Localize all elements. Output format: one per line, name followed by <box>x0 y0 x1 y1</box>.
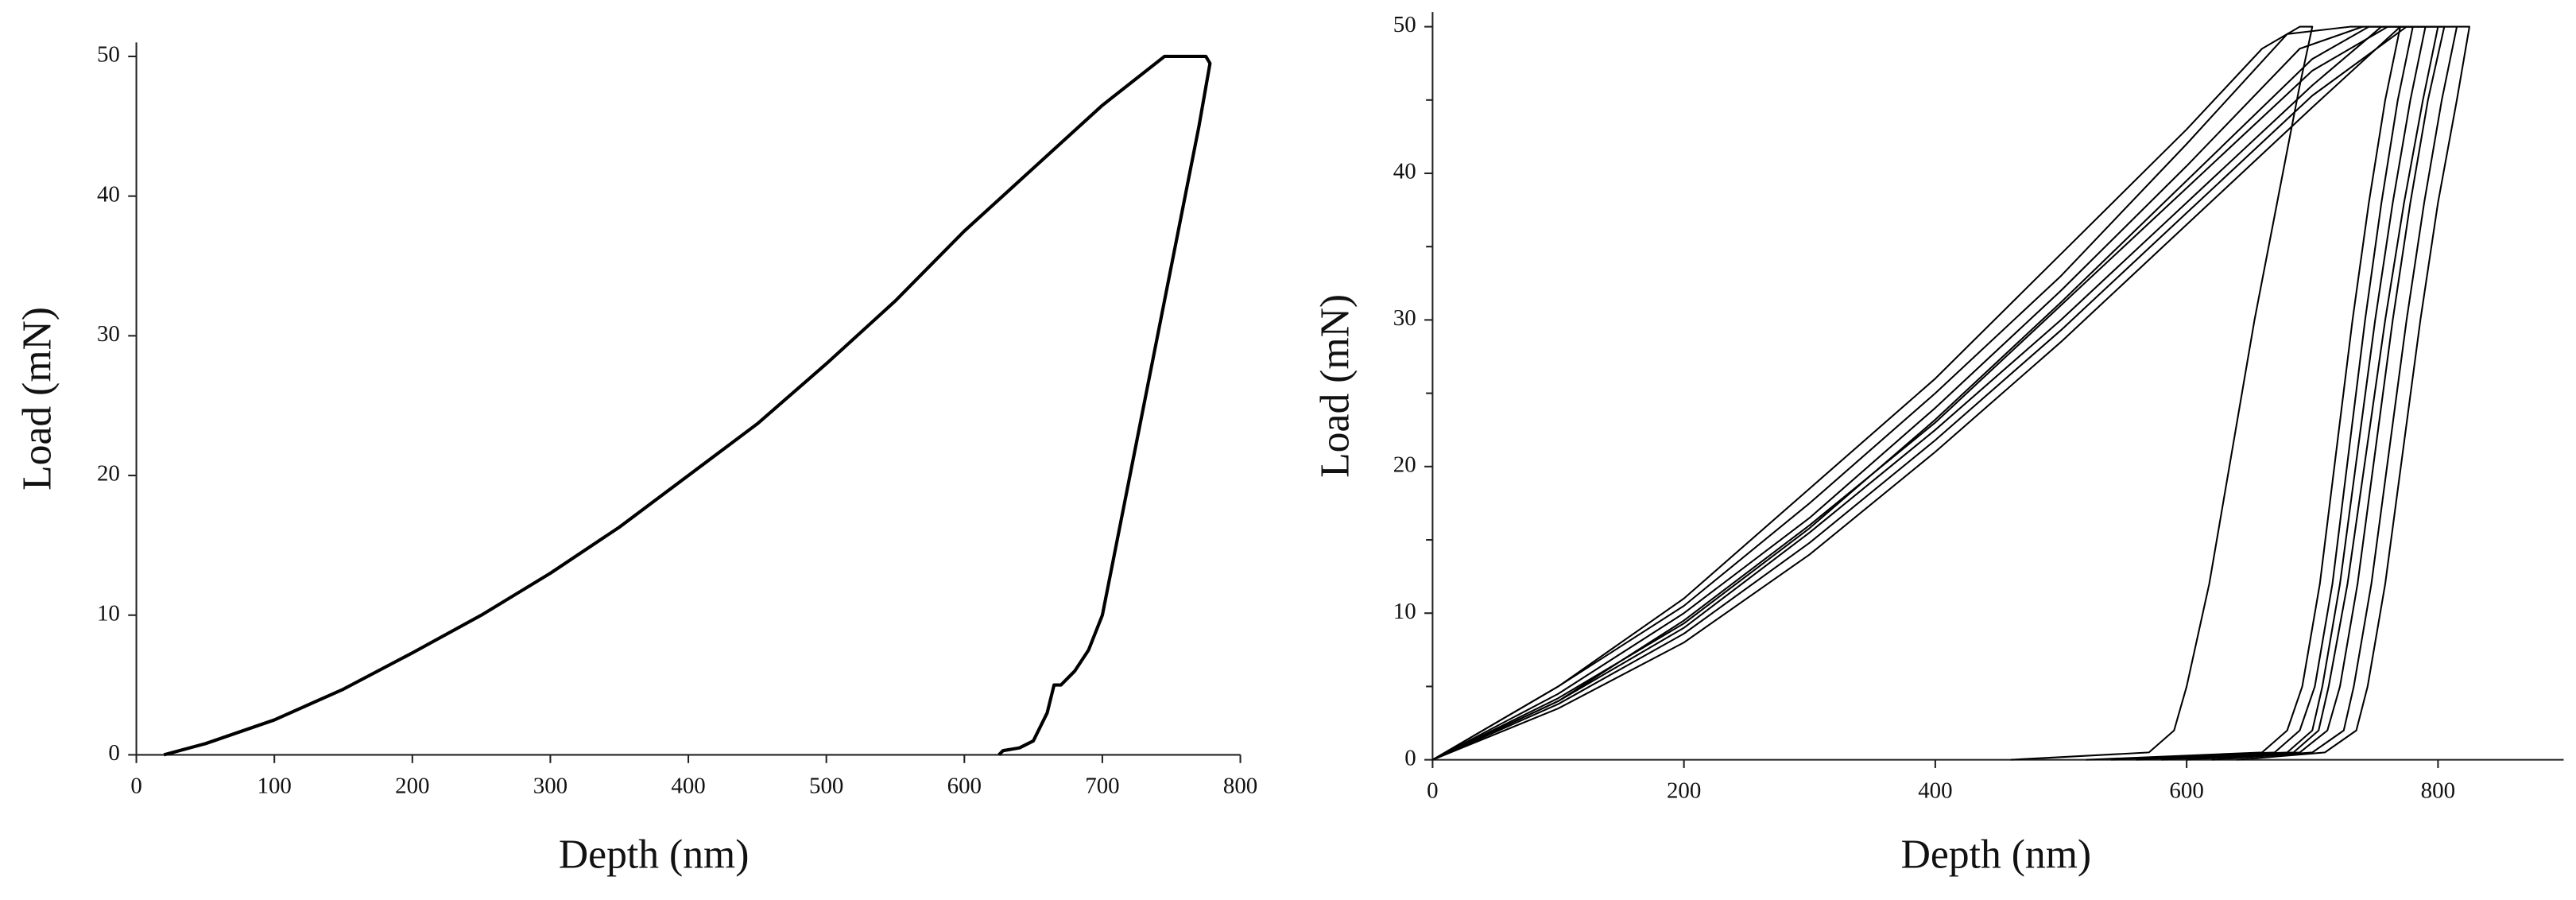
y-tick-label: 10 <box>1393 599 1416 624</box>
x-tick-label: 400 <box>1918 778 1952 804</box>
x-tick-label: 100 <box>257 773 291 798</box>
y-tick-label: 20 <box>1393 452 1416 477</box>
x-tick-label: 600 <box>947 773 982 798</box>
x-tick-label: 0 <box>130 773 141 798</box>
x-tick-label: 500 <box>809 773 843 798</box>
y-tick-label: 0 <box>108 740 119 766</box>
x-tick-label: 800 <box>1223 773 1257 798</box>
x-tick-label: 200 <box>1667 778 1701 804</box>
y-tick-label: 40 <box>1393 159 1416 184</box>
y-tick-label: 30 <box>1393 305 1416 331</box>
y-tick-label: 30 <box>97 321 120 347</box>
x-axis-label: Depth (nm) <box>559 832 750 878</box>
x-axis-label: Depth (nm) <box>1901 832 2092 878</box>
curve <box>1431 25 2414 761</box>
x-tick-label: 800 <box>2421 778 2455 804</box>
curve <box>1432 25 2470 761</box>
y-axis-label: Load (mN) <box>15 307 60 491</box>
curve <box>1431 25 2427 761</box>
x-tick-label: 700 <box>1085 773 1119 798</box>
y-tick-label: 10 <box>97 600 120 626</box>
curve <box>1431 25 2314 761</box>
x-tick-label: 400 <box>671 773 705 798</box>
curve <box>1431 25 2401 761</box>
curve <box>163 54 1212 757</box>
x-tick-label: 0 <box>1427 778 1438 804</box>
curve <box>1431 25 2446 761</box>
curve <box>1431 25 2458 761</box>
y-tick-label: 0 <box>1404 745 1416 770</box>
x-tick-label: 200 <box>395 773 429 798</box>
y-tick-label: 50 <box>97 42 120 68</box>
y-tick-label: 20 <box>97 461 120 487</box>
y-tick-label: 50 <box>1393 12 1416 37</box>
y-axis-label: Load (mN) <box>1312 294 1358 478</box>
x-tick-label: 600 <box>2169 778 2203 804</box>
x-tick-label: 300 <box>533 773 567 798</box>
y-tick-label: 40 <box>97 181 120 207</box>
